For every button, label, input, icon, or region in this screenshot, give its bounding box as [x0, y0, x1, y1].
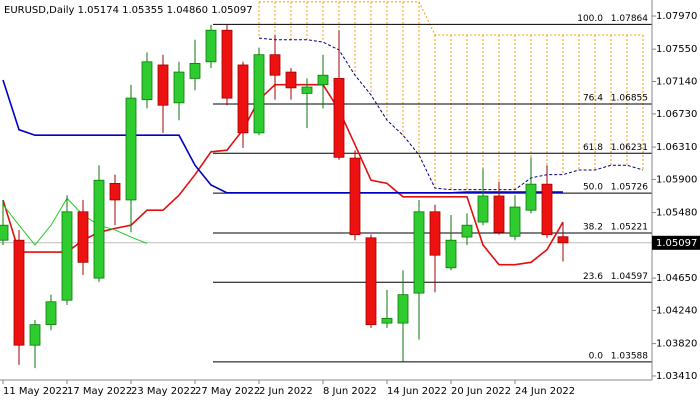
plot-area [0, 1, 652, 369]
y-tick-label: 1.07140 [656, 77, 697, 88]
y-tick-label: 1.06730 [656, 109, 697, 120]
price-label: 1.05097 [656, 238, 697, 249]
candle-body [237, 64, 249, 134]
x-tick-label: 11 May 2022 [3, 386, 68, 397]
candle-body [285, 71, 297, 89]
y-tick-label: 1.04650 [656, 273, 697, 284]
y-tick-label: 1.07970 [656, 11, 697, 22]
candle-body [557, 236, 569, 244]
cloud-upper [259, 1, 643, 36]
x-tick-label: 2 Jun 2022 [259, 386, 313, 397]
candle-body [381, 317, 393, 324]
fib-ratio: 38.2 [583, 223, 603, 233]
candle-body [509, 206, 521, 237]
candle-body [461, 224, 473, 238]
candle-body [0, 224, 9, 241]
y-tick-label: 1.03820 [656, 339, 697, 350]
y-tick-label: 1.05900 [656, 174, 697, 185]
fib-price: 1.07864 [611, 14, 648, 24]
candle-body [365, 237, 377, 326]
candle-body [173, 71, 185, 104]
y-tick-label: 1.05480 [656, 208, 697, 219]
indicator-line [2, 79, 563, 194]
candle-body [109, 182, 121, 201]
fib-ratio: 61.8 [583, 143, 603, 153]
y-tick-label: 1.06310 [656, 142, 697, 153]
x-tick-label: 17 May 2022 [67, 386, 132, 397]
candle-body [493, 195, 505, 233]
candle-body [525, 183, 537, 211]
candle-body [477, 195, 489, 223]
candle-body [541, 183, 553, 236]
chart-title: EURUSD,Daily 1.05174 1.05355 1.04860 1.0… [4, 5, 253, 16]
candle-body [141, 61, 153, 101]
candle-body [221, 29, 233, 99]
indicator-line [2, 197, 148, 246]
candle-body [333, 77, 345, 158]
candle-body [189, 62, 201, 79]
fib-ratio: 76.4 [583, 94, 603, 104]
candle-body [253, 54, 265, 134]
candle-body [445, 239, 457, 269]
candle-body [157, 64, 169, 106]
fib-price: 1.06231 [611, 143, 648, 153]
x-tick-label: 24 Jun 2022 [515, 386, 575, 397]
x-tick-label: 27 May 2022 [195, 386, 260, 397]
candle-body [205, 29, 217, 63]
candle-body [125, 97, 137, 201]
fib-ratio: 100.0 [577, 14, 603, 24]
candle-body [317, 74, 329, 86]
candle-body [93, 179, 105, 279]
candle-body [45, 301, 57, 326]
fib-ratio: 23.6 [583, 272, 603, 282]
candle-body [301, 86, 313, 94]
y-tick-label: 1.03410 [656, 371, 697, 382]
fib-price: 1.05726 [611, 183, 648, 193]
fib-ratio: 50.0 [583, 183, 603, 193]
cloud-lower [258, 37, 644, 191]
fib-price: 1.06855 [611, 94, 648, 104]
candle-body [349, 157, 361, 236]
x-tick-label: 20 Jun 2022 [451, 386, 511, 397]
fib-ratio: 0.0 [589, 351, 604, 361]
candle-body [77, 211, 89, 263]
candle-body [29, 324, 41, 346]
x-tick-label: 23 May 2022 [131, 386, 196, 397]
price-label-box [652, 235, 700, 250]
x-tick-label: 14 Jun 2022 [387, 386, 447, 397]
candle-body [413, 211, 425, 294]
candle-body [397, 294, 409, 324]
fib-price: 1.05221 [611, 223, 648, 233]
x-tick-label: 8 Jun 2022 [323, 386, 377, 397]
candle-body [269, 54, 281, 76]
candle-body [13, 239, 25, 346]
fib-price: 1.03588 [611, 351, 648, 361]
candle-body [61, 211, 73, 301]
y-tick-label: 1.04240 [656, 305, 697, 316]
candle-body [429, 211, 441, 256]
y-tick-label: 1.07550 [656, 44, 697, 55]
fib-price: 1.04597 [611, 272, 648, 282]
